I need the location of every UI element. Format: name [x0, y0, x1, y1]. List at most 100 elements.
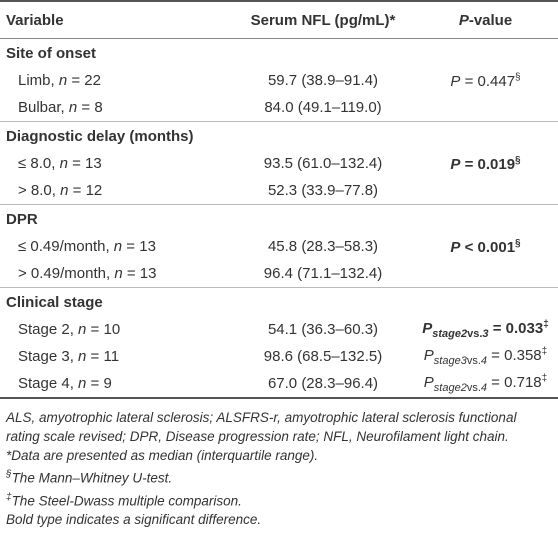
p-subscript: stage2vs.4	[434, 382, 487, 394]
data-table: Variable Serum NFL (pg/mL)* P-value Site…	[0, 0, 558, 399]
section-row: Clinical stage	[0, 287, 558, 316]
n-symbol: n	[113, 238, 123, 255]
p-cell: P = 0.447§	[413, 67, 558, 94]
p-text: = 0.033	[488, 320, 544, 337]
p-cell	[413, 177, 558, 205]
header-row: Variable Serum NFL (pg/mL)* P-value	[0, 1, 558, 39]
p-subscript: stage2vs.3	[432, 328, 488, 340]
header-cell: P-value	[413, 1, 558, 39]
variable-cell: ≤ 0.49/month, n = 13	[0, 233, 233, 260]
variable-cell: > 0.49/month, n = 13	[0, 260, 233, 288]
sub-part: 4	[480, 382, 488, 394]
count: = 10	[86, 321, 121, 338]
p-symbol: P	[422, 320, 433, 337]
variable-cell: Stage 2, n = 10	[0, 316, 233, 343]
footnotes: ALS, amyotrophic lateral sclerosis; ALSF…	[0, 399, 558, 529]
variable-cell: > 8.0, n = 12	[0, 177, 233, 205]
p-text: = 0.019	[460, 155, 516, 173]
sub-part: stage2	[433, 382, 467, 394]
n-symbol: n	[78, 348, 87, 365]
p-mark: §	[515, 154, 521, 166]
p-mark: ‡	[543, 319, 549, 330]
section-title: Diagnostic delay (months)	[0, 121, 558, 150]
p-text: = 0.358	[487, 347, 542, 364]
label: > 0.49/month,	[18, 265, 115, 282]
label: Stage 2,	[18, 321, 79, 338]
sub-part: stage2	[432, 328, 468, 340]
value-cell: 96.4 (71.1–132.4)	[263, 265, 383, 282]
sub-part: stage3	[433, 355, 467, 367]
p-cell: Pstage3vs.4 = 0.358‡	[413, 343, 558, 370]
data-row: > 8.0, n = 12 52.3 (33.9–77.8)	[0, 177, 558, 205]
data-row: Limb, n = 22 59.7 (38.9–91.4) P = 0.447§	[0, 67, 558, 94]
variable-cell: Limb, n = 22	[0, 67, 233, 94]
data-row: ≤ 0.49/month, n = 13 45.8 (28.3–58.3) P < …	[0, 233, 558, 260]
header-text: P	[458, 11, 469, 29]
footnote-text: The Steel-Dwass multiple comparison.	[11, 493, 242, 508]
n-symbol: n	[78, 321, 87, 338]
p-symbol: P	[423, 374, 434, 391]
label: Stage 3,	[18, 348, 79, 365]
sub-part: vs.	[466, 382, 481, 394]
footnote: ‡The Steel-Dwass multiple comparison.	[6, 488, 552, 511]
count: = 12	[68, 182, 103, 199]
value-cell: 98.6 (68.5–132.5)	[263, 348, 383, 365]
p-cell	[413, 94, 558, 122]
footnote-mark: ‡	[6, 491, 12, 503]
footnote: ALS, amyotrophic lateral sclerosis; ALSF…	[6, 410, 517, 444]
n-symbol: n	[78, 375, 87, 392]
label: ≤ 0.49/month,	[18, 238, 114, 255]
section-title: Clinical stage	[0, 287, 558, 316]
p-subscript: stage3vs.4	[434, 355, 487, 367]
variable-cell: Stage 3, n = 11	[0, 343, 233, 370]
count: = 13	[67, 155, 102, 172]
section-row: Diagnostic delay (months)	[0, 121, 558, 150]
count: = 13	[122, 238, 156, 255]
section-row: Site of onset	[0, 38, 558, 67]
footnote-text: The Mann–Whitney U-test.	[11, 470, 173, 486]
n-symbol: n	[114, 265, 123, 282]
p-cell: Pstage2vs.3 = 0.033‡	[413, 316, 558, 343]
sub-part: 3	[482, 328, 489, 340]
label: Bulbar,	[18, 99, 69, 116]
n-symbol: n	[58, 72, 68, 89]
p-cell	[413, 260, 558, 288]
label: Limb,	[18, 72, 59, 89]
section-row: DPR	[0, 204, 558, 233]
value-cell: 52.3 (33.9–77.8)	[267, 182, 379, 199]
count: = 11	[86, 348, 120, 365]
data-row: > 0.49/month, n = 13 96.4 (71.1–132.4)	[0, 260, 558, 288]
section-title: Site of onset	[0, 38, 558, 67]
label: > 8.0,	[18, 182, 61, 199]
footnote: §The Mann–Whitney U-test.	[6, 465, 552, 488]
p-symbol: P	[423, 347, 434, 364]
sub-part: vs.	[466, 355, 481, 367]
count: = 8	[77, 99, 103, 116]
data-row: Bulbar, n = 8 84.0 (49.1–119.0)	[0, 94, 558, 122]
variable-cell: ≤ 8.0, n = 13	[0, 150, 233, 177]
sub-part: vs.	[467, 328, 483, 340]
header-text: -value	[468, 11, 513, 29]
n-symbol: n	[68, 99, 78, 116]
value-cell: 93.5 (61.0–132.4)	[263, 155, 383, 172]
table-body: Site of onset Limb, n = 22 59.7 (38.9–91.4…	[0, 38, 558, 399]
p-symbol: P	[450, 72, 461, 90]
p-text: < 0.001	[460, 238, 516, 256]
section-title: DPR	[0, 204, 558, 233]
label: ≤ 8.0,	[18, 155, 60, 172]
footnote: *Data are presented as median (interquar…	[6, 448, 319, 463]
header-cell: Variable	[0, 1, 233, 39]
data-row: ≤ 8.0, n = 13 93.5 (61.0–132.4) P = 0.019§	[0, 150, 558, 177]
n-symbol: n	[59, 155, 68, 172]
p-mark: ‡	[541, 346, 548, 357]
header-cell: Serum NFL (pg/mL)*	[233, 1, 413, 39]
p-cell: P = 0.019§	[413, 150, 558, 177]
count: = 13	[122, 265, 157, 282]
n-symbol: n	[60, 182, 69, 199]
variable-cell: Bulbar, n = 8	[0, 94, 233, 122]
p-mark: §	[515, 71, 521, 83]
p-cell: Pstage2vs.4 = 0.718‡	[413, 370, 558, 398]
sub-part: 4	[480, 355, 488, 367]
